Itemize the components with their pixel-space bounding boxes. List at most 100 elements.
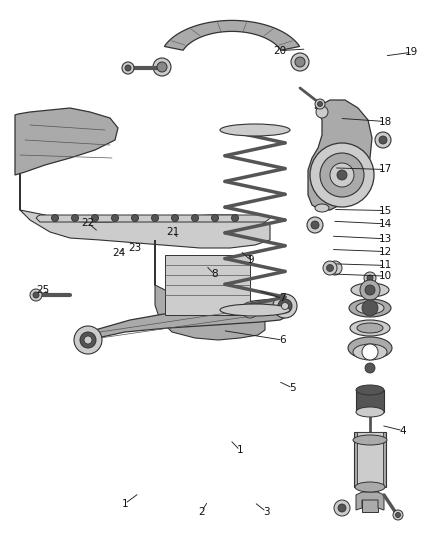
Text: 11: 11 (379, 261, 392, 270)
Circle shape (273, 294, 297, 318)
Polygon shape (308, 100, 372, 210)
Circle shape (278, 299, 292, 313)
Ellipse shape (351, 283, 389, 297)
Circle shape (320, 153, 364, 197)
Ellipse shape (315, 204, 329, 212)
Ellipse shape (356, 385, 384, 395)
Text: 21: 21 (166, 227, 180, 237)
Circle shape (396, 513, 400, 518)
Text: 15: 15 (379, 206, 392, 215)
Circle shape (71, 214, 78, 222)
Text: 14: 14 (379, 219, 392, 229)
Ellipse shape (356, 302, 384, 314)
Circle shape (316, 106, 328, 118)
Ellipse shape (220, 124, 290, 136)
Circle shape (191, 214, 198, 222)
Circle shape (375, 132, 391, 148)
Polygon shape (80, 298, 295, 346)
Circle shape (152, 214, 159, 222)
Ellipse shape (349, 299, 391, 317)
Circle shape (323, 261, 337, 275)
Circle shape (232, 214, 239, 222)
Text: 1: 1 (237, 446, 244, 455)
Circle shape (318, 101, 322, 107)
Text: 18: 18 (379, 117, 392, 126)
Text: 19: 19 (405, 47, 418, 57)
Bar (362, 487, 378, 512)
Polygon shape (356, 492, 384, 510)
Circle shape (92, 214, 99, 222)
Circle shape (338, 504, 346, 512)
Circle shape (80, 332, 96, 348)
Text: 23: 23 (128, 243, 141, 253)
Polygon shape (20, 140, 270, 248)
Ellipse shape (356, 407, 384, 417)
Ellipse shape (353, 344, 387, 360)
Circle shape (393, 510, 403, 520)
Circle shape (365, 363, 375, 373)
Circle shape (84, 336, 92, 344)
Text: 8: 8 (211, 270, 218, 279)
Ellipse shape (353, 435, 387, 445)
Text: 1: 1 (121, 499, 128, 508)
Ellipse shape (357, 323, 383, 333)
Circle shape (112, 214, 119, 222)
Text: 5: 5 (289, 383, 296, 393)
Circle shape (311, 221, 319, 229)
Text: 6: 6 (279, 335, 286, 345)
Circle shape (157, 62, 167, 72)
Ellipse shape (348, 337, 392, 359)
Circle shape (362, 300, 378, 316)
Circle shape (367, 275, 373, 281)
Text: 2: 2 (198, 507, 205, 516)
Circle shape (291, 53, 309, 71)
Circle shape (282, 303, 289, 310)
Circle shape (295, 57, 305, 67)
Circle shape (379, 136, 387, 144)
Circle shape (153, 58, 171, 76)
Circle shape (172, 214, 179, 222)
Circle shape (328, 261, 342, 275)
Circle shape (364, 272, 376, 284)
Text: 22: 22 (81, 218, 94, 228)
Polygon shape (15, 108, 118, 175)
Bar (165, 255, 250, 315)
Circle shape (30, 289, 42, 301)
Text: 17: 17 (379, 165, 392, 174)
Text: 3: 3 (263, 507, 270, 516)
Circle shape (330, 163, 354, 187)
Circle shape (125, 65, 131, 71)
Bar (354, 432, 386, 487)
Text: 9: 9 (247, 255, 254, 265)
Text: 24: 24 (113, 248, 126, 258)
Circle shape (365, 285, 375, 295)
Text: 13: 13 (379, 234, 392, 244)
Ellipse shape (355, 482, 385, 492)
Circle shape (362, 344, 378, 360)
Text: 10: 10 (379, 271, 392, 281)
Bar (356, 390, 384, 412)
Circle shape (242, 302, 258, 318)
Text: 20: 20 (273, 46, 286, 55)
Circle shape (326, 264, 333, 271)
Circle shape (337, 170, 347, 180)
Circle shape (52, 214, 59, 222)
Circle shape (334, 500, 350, 516)
Polygon shape (36, 215, 270, 222)
Text: 12: 12 (379, 247, 392, 256)
Ellipse shape (350, 320, 390, 336)
Polygon shape (164, 20, 300, 50)
Circle shape (212, 214, 219, 222)
Text: 4: 4 (399, 426, 406, 435)
Text: 25: 25 (36, 286, 49, 295)
Ellipse shape (220, 304, 290, 316)
Circle shape (315, 99, 325, 109)
Circle shape (33, 292, 39, 298)
Bar (357, 432, 383, 487)
Circle shape (122, 62, 134, 74)
Circle shape (131, 214, 138, 222)
Circle shape (310, 143, 374, 207)
Text: 7: 7 (279, 294, 286, 303)
Circle shape (307, 217, 323, 233)
Polygon shape (155, 240, 265, 340)
